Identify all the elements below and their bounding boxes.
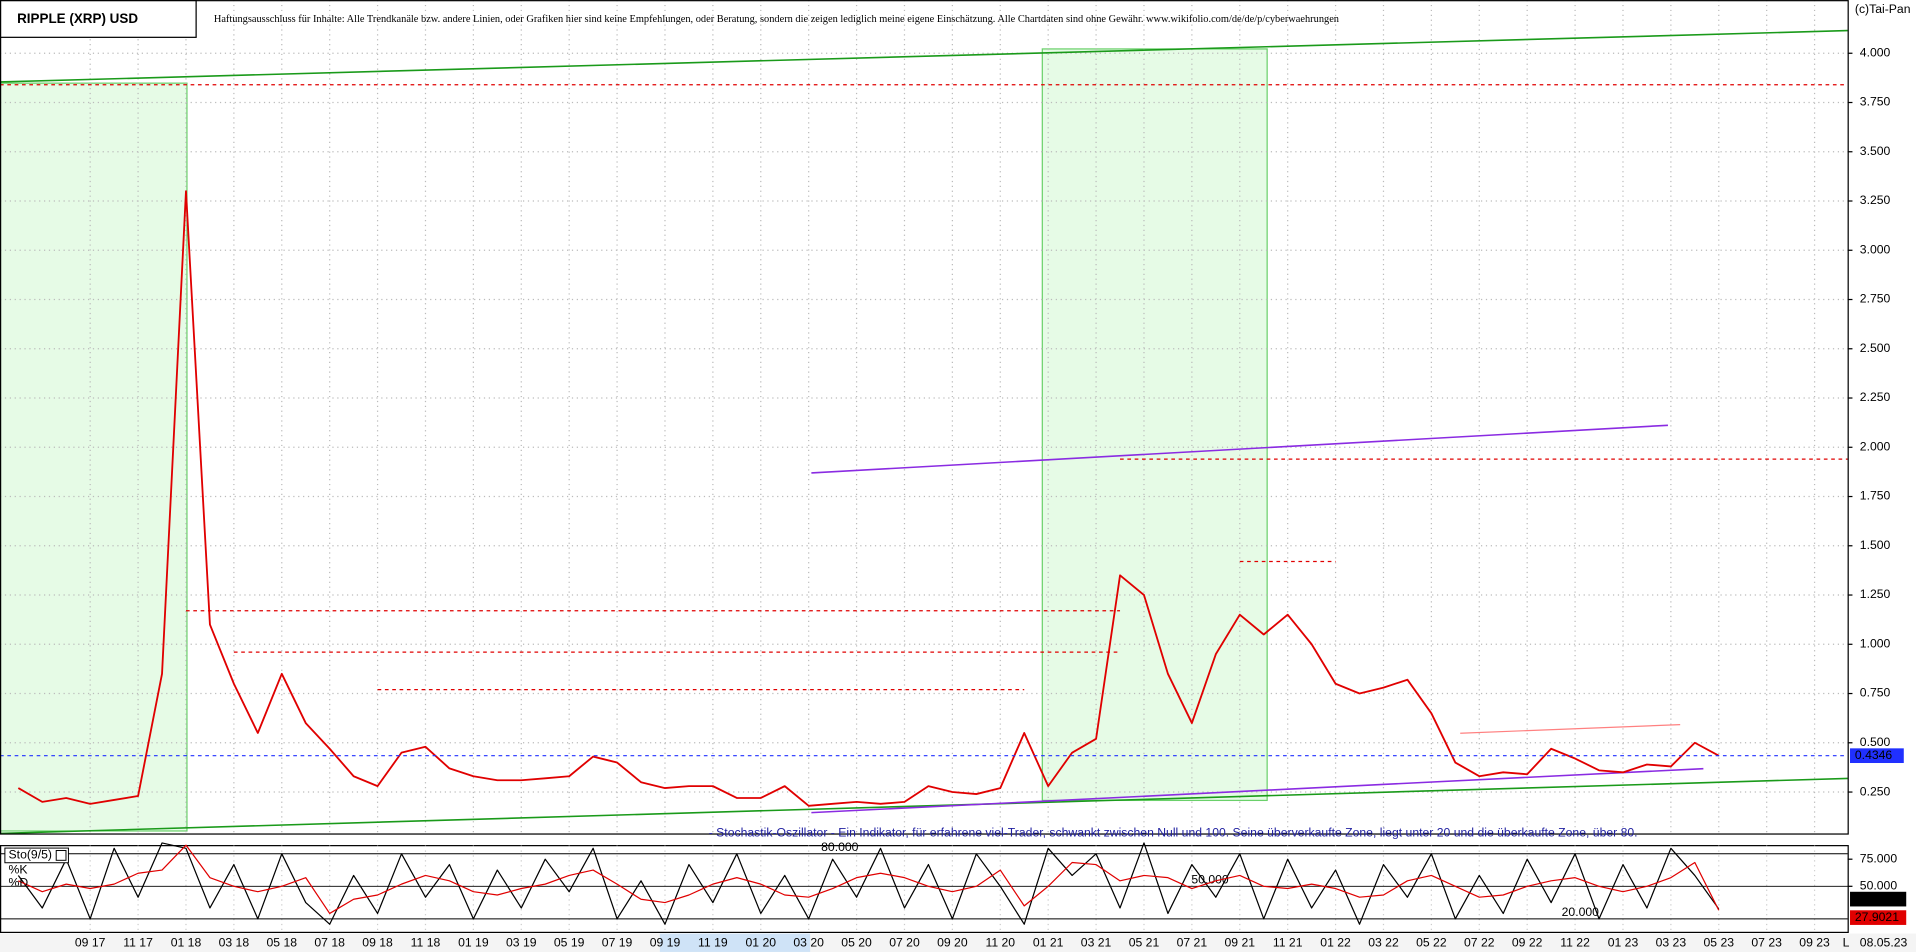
x-tick-label: 07 21 xyxy=(1177,936,1208,950)
x-tick-label: 07 23 xyxy=(1751,936,1782,950)
x-tick-label: 05 21 xyxy=(1129,936,1160,950)
x-tick-label: 09 21 xyxy=(1225,936,1256,950)
x-tick-label: 01 18 xyxy=(171,936,202,950)
y-tick-label: 4.000 xyxy=(1860,45,1891,59)
price-label: 0.4346 xyxy=(1855,748,1893,762)
annotation: - Stochastik-Oszillator - Ein Indikator,… xyxy=(709,826,1638,840)
disclaimer: Haftungsausschluss für Inhalte: Alle Tre… xyxy=(214,14,1340,25)
x-tick-label: 11 18 xyxy=(411,936,441,950)
x-tick-label: 11 20 xyxy=(985,936,1015,950)
y-tick-label: 2.250 xyxy=(1860,390,1891,404)
x-tick-label: 05 18 xyxy=(267,936,298,950)
x-tick-label: 07 22 xyxy=(1464,936,1495,950)
oscillator-title: Sto(9/5) xyxy=(9,848,52,862)
y-tick-label: 0.500 xyxy=(1860,735,1891,749)
trend-line xyxy=(0,777,1848,835)
x-tick-label: 11 17 xyxy=(123,936,153,950)
y-tick-label: 2.500 xyxy=(1860,341,1891,355)
corner-label: L xyxy=(1843,936,1850,950)
trend-line xyxy=(1460,724,1681,734)
series-line xyxy=(17,190,1720,807)
x-tick-label: 03 23 xyxy=(1656,936,1687,950)
y-tick-label: 1.750 xyxy=(1860,489,1891,503)
zone xyxy=(0,82,188,832)
y-tick-label: 3.500 xyxy=(1860,144,1891,158)
x-tick-label: 07 18 xyxy=(314,936,345,950)
x-tick-label: 01 20 xyxy=(746,936,777,950)
oscillator-frame xyxy=(0,845,1849,934)
trend-line xyxy=(811,424,1668,474)
y-tick-label: 2.750 xyxy=(1860,292,1891,306)
y-tick-label: 3.000 xyxy=(1860,242,1891,256)
date-label: 08.05.23 xyxy=(1860,936,1908,950)
oscillator-level-label: 20.000 xyxy=(1562,905,1600,919)
x-tick-label: 05 19 xyxy=(554,936,585,950)
x-tick-label: 05 22 xyxy=(1416,936,1447,950)
x-tick-label: 11 22 xyxy=(1560,936,1590,950)
value-label-box xyxy=(1850,910,1907,925)
trend-line xyxy=(811,767,1704,814)
x-tick-label: 05 23 xyxy=(1704,936,1735,950)
series-line xyxy=(18,844,1720,915)
legend-entry: %K xyxy=(9,862,28,876)
x-axis-highlight xyxy=(659,933,811,952)
x-tick-label: 07 19 xyxy=(602,936,633,950)
x-tick-label: 09 17 xyxy=(75,936,106,950)
y-tick-label: 1.000 xyxy=(1860,637,1891,651)
x-tick-label: 03 21 xyxy=(1081,936,1112,950)
title-box xyxy=(0,0,197,38)
x-axis-strip xyxy=(0,933,1916,952)
x-tick-label: 01 21 xyxy=(1033,936,1064,950)
y-tick-label: 3.250 xyxy=(1860,193,1891,207)
x-tick-label: 05 20 xyxy=(841,936,872,950)
x-tick-label: 09 18 xyxy=(362,936,393,950)
y-tick-label: 75.000 xyxy=(1860,851,1898,865)
x-tick-label: 03 22 xyxy=(1368,936,1399,950)
y-tick-label: 3.750 xyxy=(1860,95,1891,109)
x-tick-label: 03 19 xyxy=(506,936,537,950)
value-label: 29.1726 xyxy=(1855,891,1899,905)
x-tick-label: 11 21 xyxy=(1273,936,1303,950)
chart-title: RIPPLE (XRP) USD xyxy=(17,11,138,26)
source: (c)Tai-Pan xyxy=(1855,2,1911,16)
x-tick-label: 09 23 xyxy=(1799,936,1830,950)
y-tick-label: 1.250 xyxy=(1860,587,1891,601)
x-tick-label: 09 19 xyxy=(650,936,681,950)
x-tick-label: 03 20 xyxy=(793,936,824,950)
value-label: 27.9021 xyxy=(1855,910,1899,924)
trend-line xyxy=(0,29,1848,83)
plot-frame xyxy=(0,0,1849,835)
x-tick-label: 01 19 xyxy=(458,936,489,950)
price-label-box xyxy=(1850,748,1904,764)
trend-lines xyxy=(0,29,1848,835)
oscillator-level-label: 80.000 xyxy=(821,840,859,854)
expand-button[interactable] xyxy=(55,850,67,861)
value-label-box xyxy=(1850,891,1907,907)
x-tick-label: 03 18 xyxy=(219,936,250,950)
zone xyxy=(1041,48,1268,802)
x-tick-label: 09 20 xyxy=(937,936,968,950)
y-tick-label: 0.750 xyxy=(1860,686,1891,700)
x-tick-label: 01 23 xyxy=(1608,936,1639,950)
legend-entry: %D xyxy=(9,876,29,890)
series-line xyxy=(17,842,1720,925)
x-tick-label: 01 22 xyxy=(1320,936,1351,950)
x-tick-label: 07 20 xyxy=(889,936,920,950)
y-tick-label: 0.250 xyxy=(1860,784,1891,798)
y-tick-label: 50.000 xyxy=(1860,879,1898,893)
highlight-zones xyxy=(0,48,1268,832)
oscillator-title-box xyxy=(4,847,69,864)
y-tick-label: 1.500 xyxy=(1860,538,1891,552)
x-tick-label: 09 22 xyxy=(1512,936,1543,950)
y-tick-label: 2.000 xyxy=(1860,439,1891,453)
x-tick-label: 11 19 xyxy=(698,936,728,950)
